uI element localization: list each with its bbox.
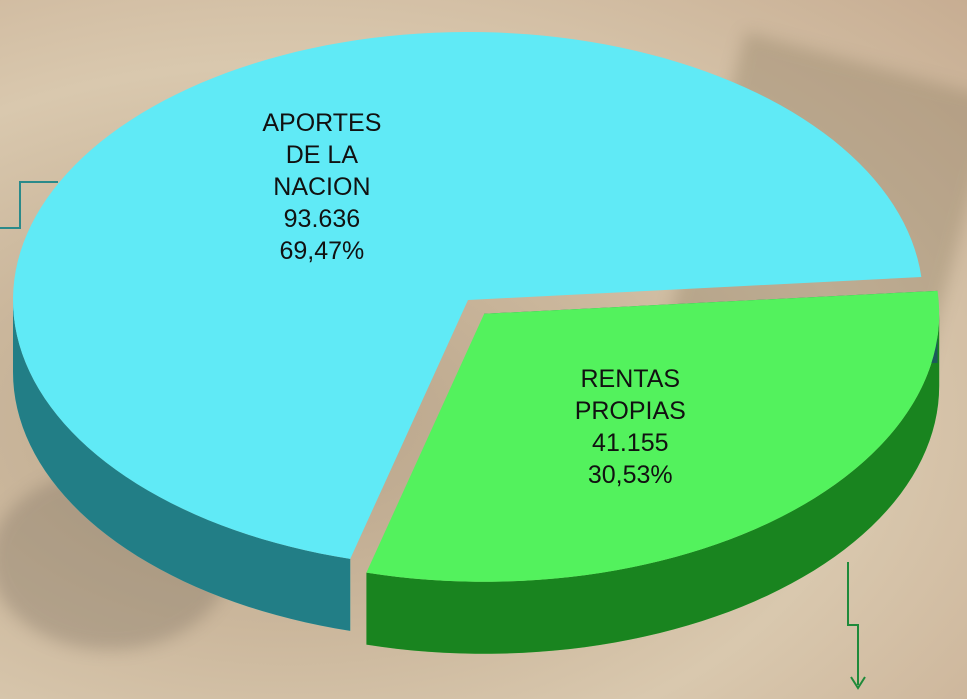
pie <box>13 32 939 654</box>
page: APORTES DE LA NACION93.63669,47% RENTAS P… <box>0 0 967 699</box>
category-label: APORTES DE LA NACION <box>247 107 397 203</box>
percent-label: 69,47% <box>247 235 397 267</box>
chart <box>0 0 967 699</box>
value-label: 41.155 <box>540 427 720 459</box>
percent-label: 30,53% <box>540 459 720 491</box>
category-label: RENTAS PROPIAS <box>540 363 720 427</box>
connector-arrow <box>848 562 858 685</box>
value-label: 93.636 <box>247 203 397 235</box>
